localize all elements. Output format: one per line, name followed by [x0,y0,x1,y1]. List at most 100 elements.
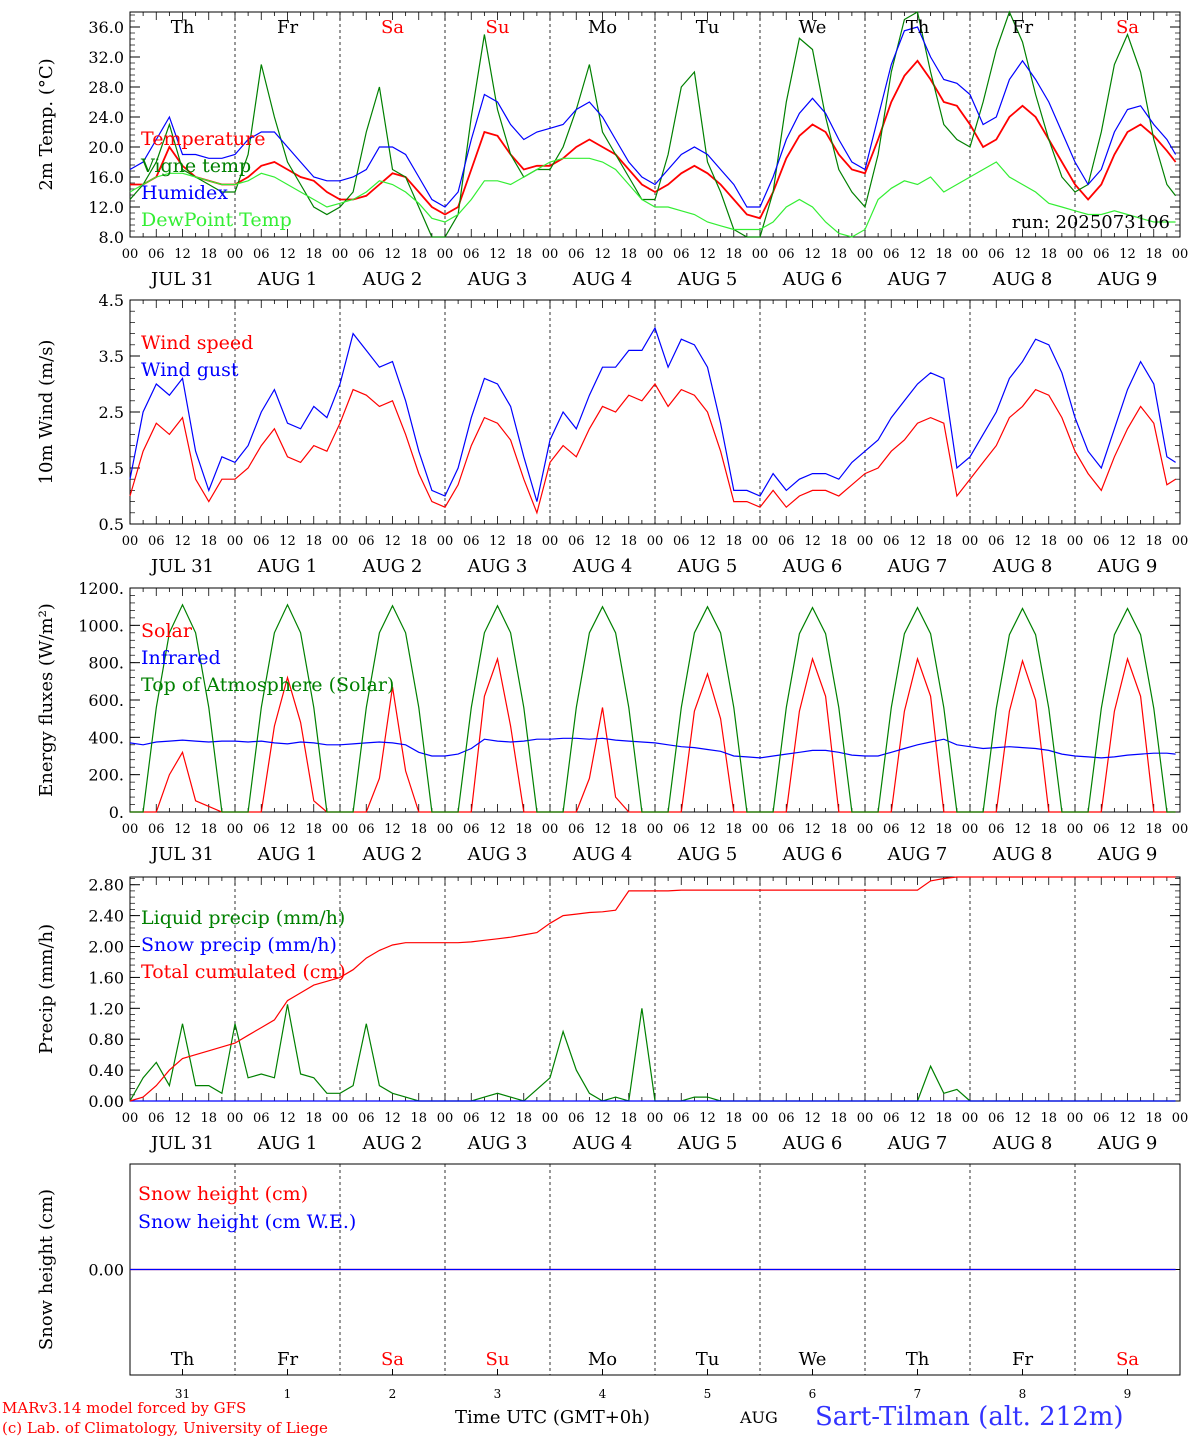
hour-tick-label: 06 [883,534,900,549]
date-label: AUG 8 [992,1133,1053,1154]
hour-tick-label: 00 [1172,247,1189,262]
y-tick-label: 2.40 [88,907,124,926]
hour-tick-label: 06 [253,534,270,549]
hour-tick-label: 18 [935,822,952,837]
series-line-infrared [129,737,1176,759]
date-label: JUL 31 [149,556,214,577]
series-line-dewpoint-temp [129,157,1176,238]
hour-tick-label: 18 [725,822,742,837]
date-label: AUG 5 [677,1133,738,1154]
date-label: AUG 8 [992,844,1053,865]
hour-tick-label: 12 [174,534,191,549]
y-tick-label: 200. [88,766,124,785]
hour-tick-label: 00 [332,534,349,549]
legend-entry: Snow precip (mm/h) [141,934,337,956]
y-tick-label: 0.00 [88,1092,124,1111]
credit-lab: (c) Lab. of Climatology, University of L… [2,1419,328,1437]
y-tick-label: 600. [88,691,124,710]
hour-tick-label: 06 [778,534,795,549]
date-label: AUG 1 [257,844,318,865]
hour-tick-label: 06 [463,534,480,549]
date-label: AUG 7 [887,269,948,290]
hour-tick-label: 06 [988,534,1005,549]
series-line-wind-speed [129,382,1176,515]
hour-tick-label: 18 [935,1111,952,1126]
hour-tick-label: 18 [1040,247,1057,262]
hour-tick-label: 00 [1067,1111,1084,1126]
hour-tick-label: 12 [909,534,926,549]
hour-tick-label: 00 [122,822,139,837]
date-label: AUG 5 [677,556,738,577]
weekday-label: We [799,1349,827,1370]
date-label: JUL 31 [149,269,214,290]
weekday-label: Tu [696,1349,720,1370]
hour-tick-label: 18 [410,534,427,549]
hour-tick-label: 18 [200,822,217,837]
hour-tick-label: 18 [200,247,217,262]
weekday-label: Sa [1116,17,1139,38]
day-number-label: 5 [704,1387,712,1400]
date-label: AUG 6 [782,1133,843,1154]
legend-entry: Humidex [141,182,228,204]
date-label: AUG 4 [572,556,633,577]
hour-tick-label: 00 [857,247,874,262]
series-line-wind-gust [129,326,1176,502]
hour-tick-label: 06 [883,822,900,837]
hour-tick-label: 06 [1093,822,1110,837]
hour-tick-label: 06 [358,822,375,837]
y-axis-label: Snow height (cm) [36,1189,57,1350]
y-tick-label: 1200. [78,579,124,598]
weekday-label: Fr [277,1349,298,1370]
legend-entry: Vigne temp [140,155,251,177]
y-tick-label: 1000. [78,616,124,635]
station-label: Sart-Tilman (alt. 212m) [815,1402,1124,1432]
hour-tick-label: 18 [620,1111,637,1126]
hour-tick-label: 00 [332,822,349,837]
hour-tick-label: 12 [1119,534,1136,549]
hour-tick-label: 06 [148,247,165,262]
hour-tick-label: 00 [1172,1111,1189,1126]
hour-tick-label: 12 [174,822,191,837]
hour-tick-label: 12 [1014,822,1031,837]
hour-tick-label: 12 [489,534,506,549]
hour-tick-label: 06 [463,822,480,837]
panel-3: 0. 200. 400. 600. 800. 1000. 1200. Energy fluxe… [36,579,1188,865]
panel-5: 0.00 Snow height (cm) Snow height (cm) Snow… [36,1163,1181,1400]
y-tick-label: 4.5 [99,291,124,310]
date-label: AUG 9 [1097,1133,1158,1154]
weekday-label: Fr [1012,17,1033,38]
hour-tick-label: 06 [883,247,900,262]
weekday-label: Sa [381,17,404,38]
hour-tick-label: 06 [778,1111,795,1126]
legend-entry: Solar [141,620,193,642]
hour-tick-label: 12 [174,247,191,262]
hour-tick-label: 12 [279,1111,296,1126]
date-label: AUG 4 [572,1133,633,1154]
hour-tick-label: 00 [1172,822,1189,837]
hour-tick-label: 00 [332,1111,349,1126]
hour-tick-label: 12 [384,822,401,837]
hour-tick-label: 06 [883,1111,900,1126]
hour-tick-label: 18 [830,247,847,262]
meteogram: 8.0 12.0 16.0 20.0 24.0 28.0 32.0 36.0 2m Temp. … [36,10,1189,1400]
hour-tick-label: 00 [542,822,559,837]
credit-model: MARv3.14 model forced by GFS [2,1399,247,1417]
hour-tick-label: 00 [227,534,244,549]
hour-tick-label: 06 [1093,1111,1110,1126]
hour-tick-label: 00 [1067,822,1084,837]
hour-tick-label: 12 [489,1111,506,1126]
hour-tick-label: 18 [410,247,427,262]
weekday-label: Su [486,17,510,38]
hour-tick-label: 18 [515,822,532,837]
hour-tick-label: 06 [463,1111,480,1126]
hour-tick-label: 12 [384,1111,401,1126]
weekday-label: Th [906,1349,930,1370]
hour-tick-label: 18 [1040,534,1057,549]
weekday-label: Sa [1116,1349,1139,1370]
date-label: AUG 2 [362,556,423,577]
panel-1: 8.0 12.0 16.0 20.0 24.0 28.0 32.0 36.0 2m Temp. … [36,10,1189,290]
hour-tick-label: 06 [358,247,375,262]
hour-tick-label: 06 [253,1111,270,1126]
hour-tick-label: 06 [148,822,165,837]
hour-tick-label: 12 [594,247,611,262]
